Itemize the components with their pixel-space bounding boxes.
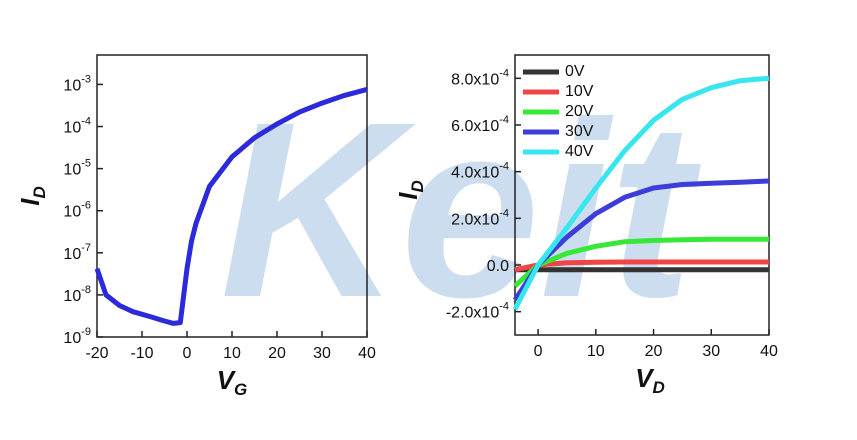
x-tick-label: 40 [358, 345, 376, 362]
x-tick-label: -10 [130, 345, 153, 362]
y-axis-label: ID [393, 180, 428, 200]
x-axis-label: VG [217, 365, 248, 400]
y-tick-label: 10-9 [63, 326, 91, 347]
y-tick-label: 10-7 [63, 242, 91, 263]
x-axis-label: VD [635, 363, 665, 398]
y-tick-label: 10-5 [63, 158, 91, 179]
y-tick-label: 8.0x10-4 [451, 67, 509, 88]
x-tick-label: 40 [760, 343, 778, 360]
data-line [514, 259, 769, 273]
legend-label: 0V [565, 63, 585, 80]
data-line [513, 236, 769, 288]
x-tick-label: 0 [183, 345, 192, 362]
y-tick-label: 10-3 [63, 73, 91, 94]
legend-label: 40V [565, 143, 594, 160]
y-tick-label: 4.0x10-4 [451, 161, 509, 182]
y-tick-label: 10-6 [63, 200, 91, 221]
watermark: Keit [220, 70, 701, 349]
x-tick-label: 20 [268, 345, 286, 362]
y-tick-label: 10-4 [63, 115, 91, 136]
legend-label: 20V [565, 103, 594, 120]
x-tick-label: 20 [645, 343, 663, 360]
data-line [94, 86, 368, 326]
data-line [512, 178, 770, 302]
y-tick-label: 0.0 [487, 258, 509, 275]
x-tick-label: 10 [223, 345, 241, 362]
x-tick-label: -20 [85, 345, 108, 362]
y-axis-label: ID [15, 186, 50, 206]
data-line [512, 75, 770, 311]
x-tick-label: 10 [587, 343, 605, 360]
plot-frame [514, 54, 770, 336]
legend-label: 30V [565, 123, 594, 140]
x-tick-label: 30 [313, 345, 331, 362]
y-tick-label: 6.0x10-4 [451, 114, 509, 135]
legend-label: 10V [565, 83, 594, 100]
x-tick-label: 0 [534, 343, 543, 360]
y-tick-label: 2.0x10-4 [451, 207, 509, 228]
x-tick-label: 30 [702, 343, 720, 360]
y-tick-label: 10-8 [63, 284, 91, 305]
y-tick-label: -2.0x10-4 [446, 301, 509, 322]
